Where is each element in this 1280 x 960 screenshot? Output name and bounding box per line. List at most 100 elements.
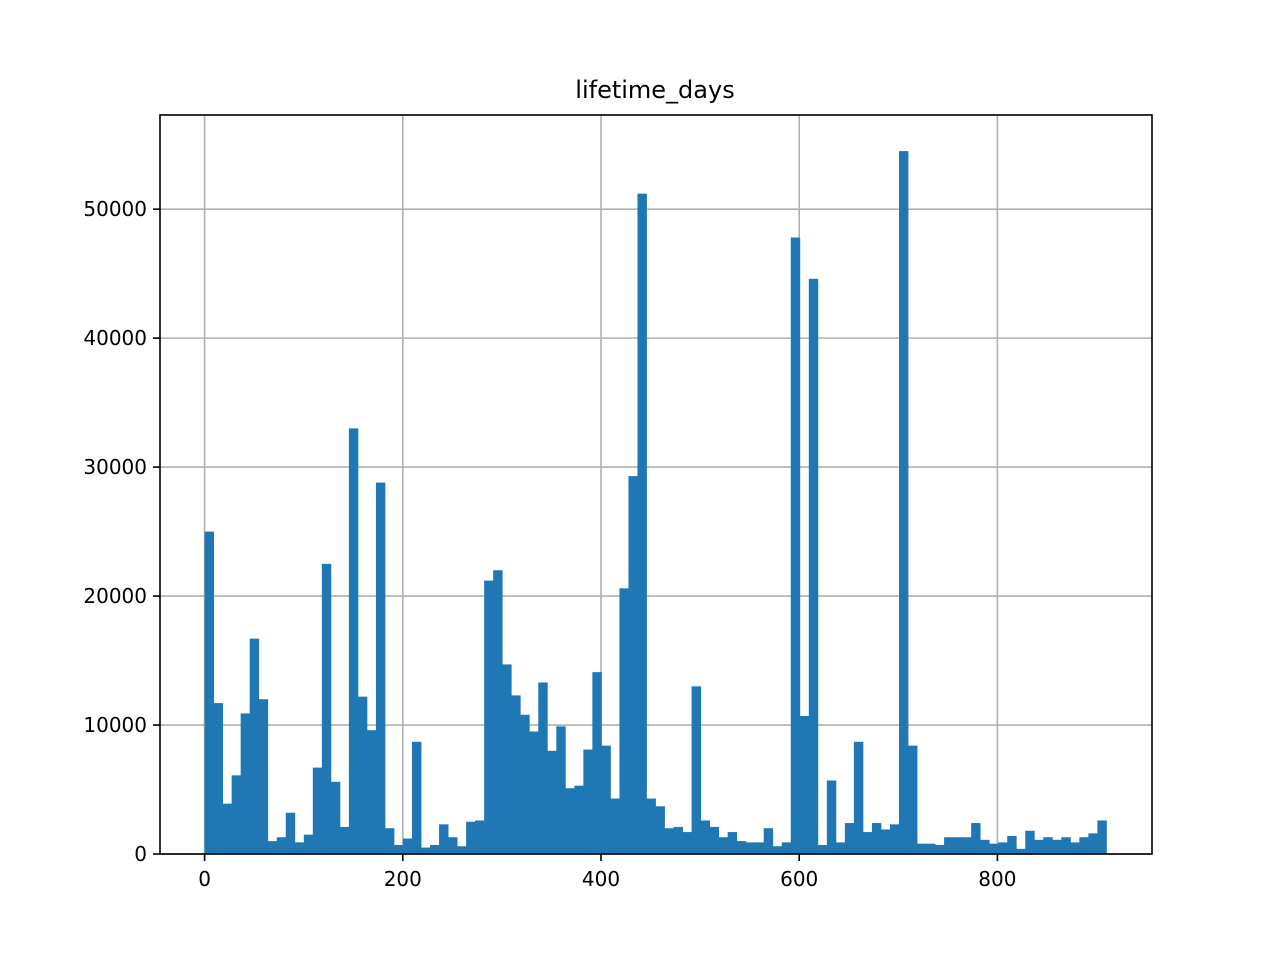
histogram-bar-10 <box>294 842 305 854</box>
histogram-bar-0 <box>204 531 215 854</box>
plot-frame <box>159 114 1153 855</box>
histogram-bar-86 <box>980 839 990 854</box>
y-tick-label-5: 50000 <box>83 197 147 221</box>
histogram-bar-54 <box>691 686 701 854</box>
histogram-bar-6 <box>258 699 269 854</box>
histogram-bar-13 <box>321 563 332 854</box>
histogram-bar-62 <box>763 828 774 854</box>
histogram-bar-74 <box>871 823 882 854</box>
histogram-bar-76 <box>889 824 900 854</box>
histogram-bar-93 <box>1043 837 1053 854</box>
histogram-bar-92 <box>1034 839 1044 854</box>
histogram-bar-63 <box>772 846 783 854</box>
y-tick-label-3: 30000 <box>83 455 147 479</box>
histogram-bar-47 <box>628 476 638 854</box>
histogram-bar-84 <box>962 837 972 854</box>
y-tick-label-1: 10000 <box>83 713 147 737</box>
histogram-bar-97 <box>1079 837 1089 854</box>
histogram-bar-71 <box>844 823 855 854</box>
x-tick-label-4: 800 <box>978 867 1016 891</box>
bars-layer <box>204 151 1107 855</box>
histogram-bar-25 <box>430 844 440 854</box>
histogram-bar-48 <box>637 193 647 855</box>
histogram-bar-38 <box>547 750 557 854</box>
histogram-bar-12 <box>312 767 323 854</box>
histogram-bar-5 <box>249 638 260 854</box>
histogram-bar-82 <box>944 837 954 854</box>
histogram-bar-70 <box>835 842 846 854</box>
x-tick-label-0: 0 <box>198 867 211 891</box>
y-tick-label-4: 40000 <box>83 326 147 350</box>
histogram-bar-80 <box>926 843 936 854</box>
histogram-bar-11 <box>303 834 314 854</box>
histogram-bar-37 <box>538 682 548 854</box>
histogram-bar-29 <box>466 821 476 854</box>
histogram-bar-3 <box>231 775 242 854</box>
histogram-bar-16 <box>348 428 359 854</box>
histogram-bar-14 <box>330 781 341 854</box>
histogram-bar-15 <box>339 826 350 854</box>
y-tick-label-2: 20000 <box>83 584 147 608</box>
y-tick-label-0: 0 <box>134 842 147 866</box>
histogram-bar-72 <box>853 741 864 854</box>
histogram-bar-1 <box>213 703 224 854</box>
histogram-bar-57 <box>718 837 729 854</box>
histogram-bar-81 <box>935 844 945 854</box>
histogram-bar-52 <box>673 826 683 854</box>
histogram-bar-7 <box>267 841 278 854</box>
histogram-bar-4 <box>240 713 251 854</box>
histogram-bar-85 <box>971 823 981 854</box>
histogram-bar-43 <box>592 672 602 854</box>
histogram-bar-61 <box>754 842 765 854</box>
histogram-bar-99 <box>1097 820 1107 854</box>
histogram-bar-69 <box>826 780 837 854</box>
histogram-bar-95 <box>1061 837 1071 854</box>
histogram-bar-94 <box>1052 839 1062 854</box>
histogram-bar-40 <box>565 788 575 854</box>
histogram-bar-98 <box>1088 833 1098 854</box>
histogram-bar-87 <box>989 843 999 854</box>
histogram-bar-33 <box>502 664 512 854</box>
histogram-bar-41 <box>574 785 584 854</box>
histogram-bar-42 <box>583 749 593 854</box>
histogram-bar-39 <box>556 726 566 854</box>
histogram-bar-89 <box>1007 835 1017 854</box>
histogram-bar-34 <box>511 695 521 854</box>
x-tick-label-2: 400 <box>582 867 620 891</box>
histogram-bar-58 <box>727 832 738 854</box>
histogram-bar-96 <box>1070 842 1080 854</box>
histogram-bar-27 <box>448 837 458 854</box>
histogram-bar-22 <box>402 838 413 854</box>
histogram-bar-9 <box>285 812 296 854</box>
histogram-bar-67 <box>808 278 819 854</box>
histogram-bar-50 <box>655 806 665 854</box>
histogram-bar-91 <box>1025 830 1035 854</box>
histogram-bar-60 <box>745 842 756 854</box>
histogram-bar-65 <box>790 237 801 854</box>
histogram-bar-51 <box>664 828 674 854</box>
histogram-bar-24 <box>421 847 431 854</box>
histogram-bar-26 <box>439 824 449 854</box>
histogram-bar-78 <box>908 745 918 854</box>
ticks-layer: 0 200 400 600 800 0 10000 20000 30000 40000 50000 <box>83 197 1016 891</box>
histogram-bar-55 <box>700 820 711 854</box>
histogram-bar-2 <box>222 803 233 854</box>
histogram-bar-73 <box>862 832 873 854</box>
histogram-bar-21 <box>393 844 404 854</box>
histogram-bar-90 <box>1016 848 1026 854</box>
histogram-bar-66 <box>799 716 810 854</box>
histogram-bar-32 <box>493 570 503 854</box>
histogram-bar-79 <box>917 843 927 854</box>
histogram-bar-28 <box>457 846 467 854</box>
histogram-bar-23 <box>412 741 422 854</box>
histogram-bar-45 <box>610 798 620 854</box>
histogram-bar-49 <box>646 798 656 854</box>
histogram-bar-19 <box>375 482 386 854</box>
histogram-bar-36 <box>529 731 539 854</box>
chart-title: lifetime_days <box>575 76 734 104</box>
histogram-bar-8 <box>276 837 287 854</box>
x-tick-label-3: 600 <box>780 867 818 891</box>
histogram-bar-64 <box>781 842 792 854</box>
histogram-bar-30 <box>475 820 485 854</box>
